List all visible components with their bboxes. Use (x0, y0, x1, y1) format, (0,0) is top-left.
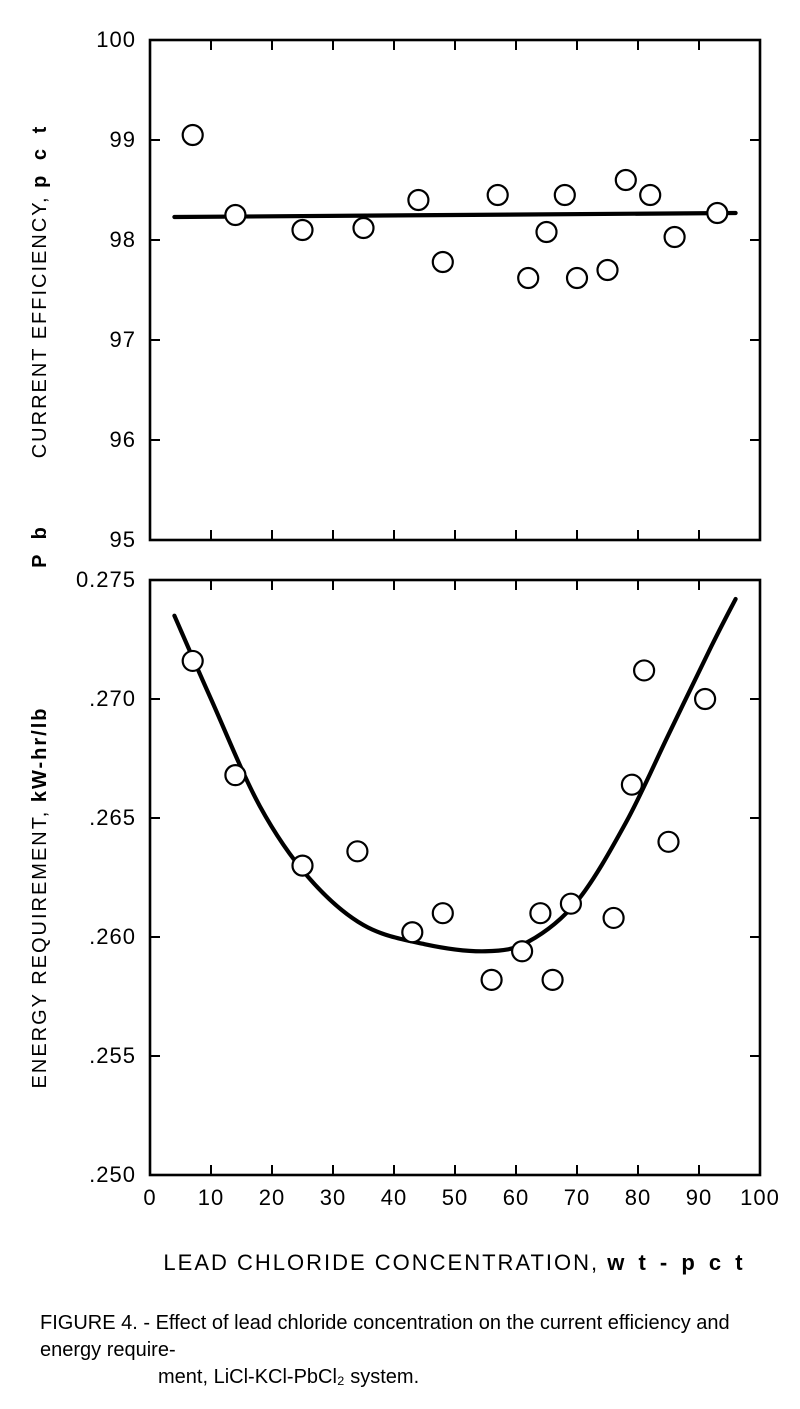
svg-text:20: 20 (259, 1185, 285, 1210)
svg-text:.260: .260 (89, 924, 136, 949)
svg-text:P b: P b (29, 522, 51, 568)
svg-text:40: 40 (381, 1185, 407, 1210)
svg-text:0.275: 0.275 (76, 567, 136, 592)
svg-text:95: 95 (110, 527, 136, 552)
svg-text:96: 96 (110, 427, 136, 452)
caption-line2: ment, LiCl-KCl-PbCl₂ system. (40, 1364, 780, 1391)
svg-text:80: 80 (625, 1185, 651, 1210)
svg-text:.270: .270 (89, 686, 136, 711)
caption-lead: FIGURE 4. - (40, 1312, 150, 1334)
svg-text:.255: .255 (89, 1043, 136, 1068)
svg-text:90: 90 (686, 1185, 712, 1210)
figure-page: 95 96 97 98 99 100 .250 .255 .260 .265 .270 0.275 0 1… (0, 0, 800, 1409)
svg-text:LEAD CHLORIDE CONCENTRATION,: LEAD CHLORIDE CONCENTRATION, w t - p c t (163, 1250, 746, 1275)
svg-text:0: 0 (143, 1185, 156, 1210)
svg-text:50: 50 (442, 1185, 468, 1210)
svg-text:60: 60 (503, 1185, 529, 1210)
svg-text:100: 100 (96, 27, 136, 52)
figure-caption: FIGURE 4. - Effect of lead chloride conc… (40, 1310, 780, 1391)
svg-text:99: 99 (110, 127, 136, 152)
svg-text:.265: .265 (89, 805, 136, 830)
svg-text:.250: .250 (89, 1162, 136, 1187)
figure-svg: 95 96 97 98 99 100 .250 .255 .260 .265 .270 0.275 0 1… (0, 0, 800, 1409)
svg-text:10: 10 (198, 1185, 224, 1210)
svg-text:CURRENT EFFICIENCY, p c t: CURRENT EFFICIENCY, p c t (29, 122, 51, 459)
svg-text:30: 30 (320, 1185, 346, 1210)
svg-text:98: 98 (110, 227, 136, 252)
svg-text:ENERGY REQUIREMENT, kW-hr/lb: ENERGY REQUIREMENT, kW-hr/lb (29, 707, 51, 1089)
svg-text:100: 100 (740, 1185, 780, 1210)
svg-text:97: 97 (110, 327, 136, 352)
svg-text:70: 70 (564, 1185, 590, 1210)
